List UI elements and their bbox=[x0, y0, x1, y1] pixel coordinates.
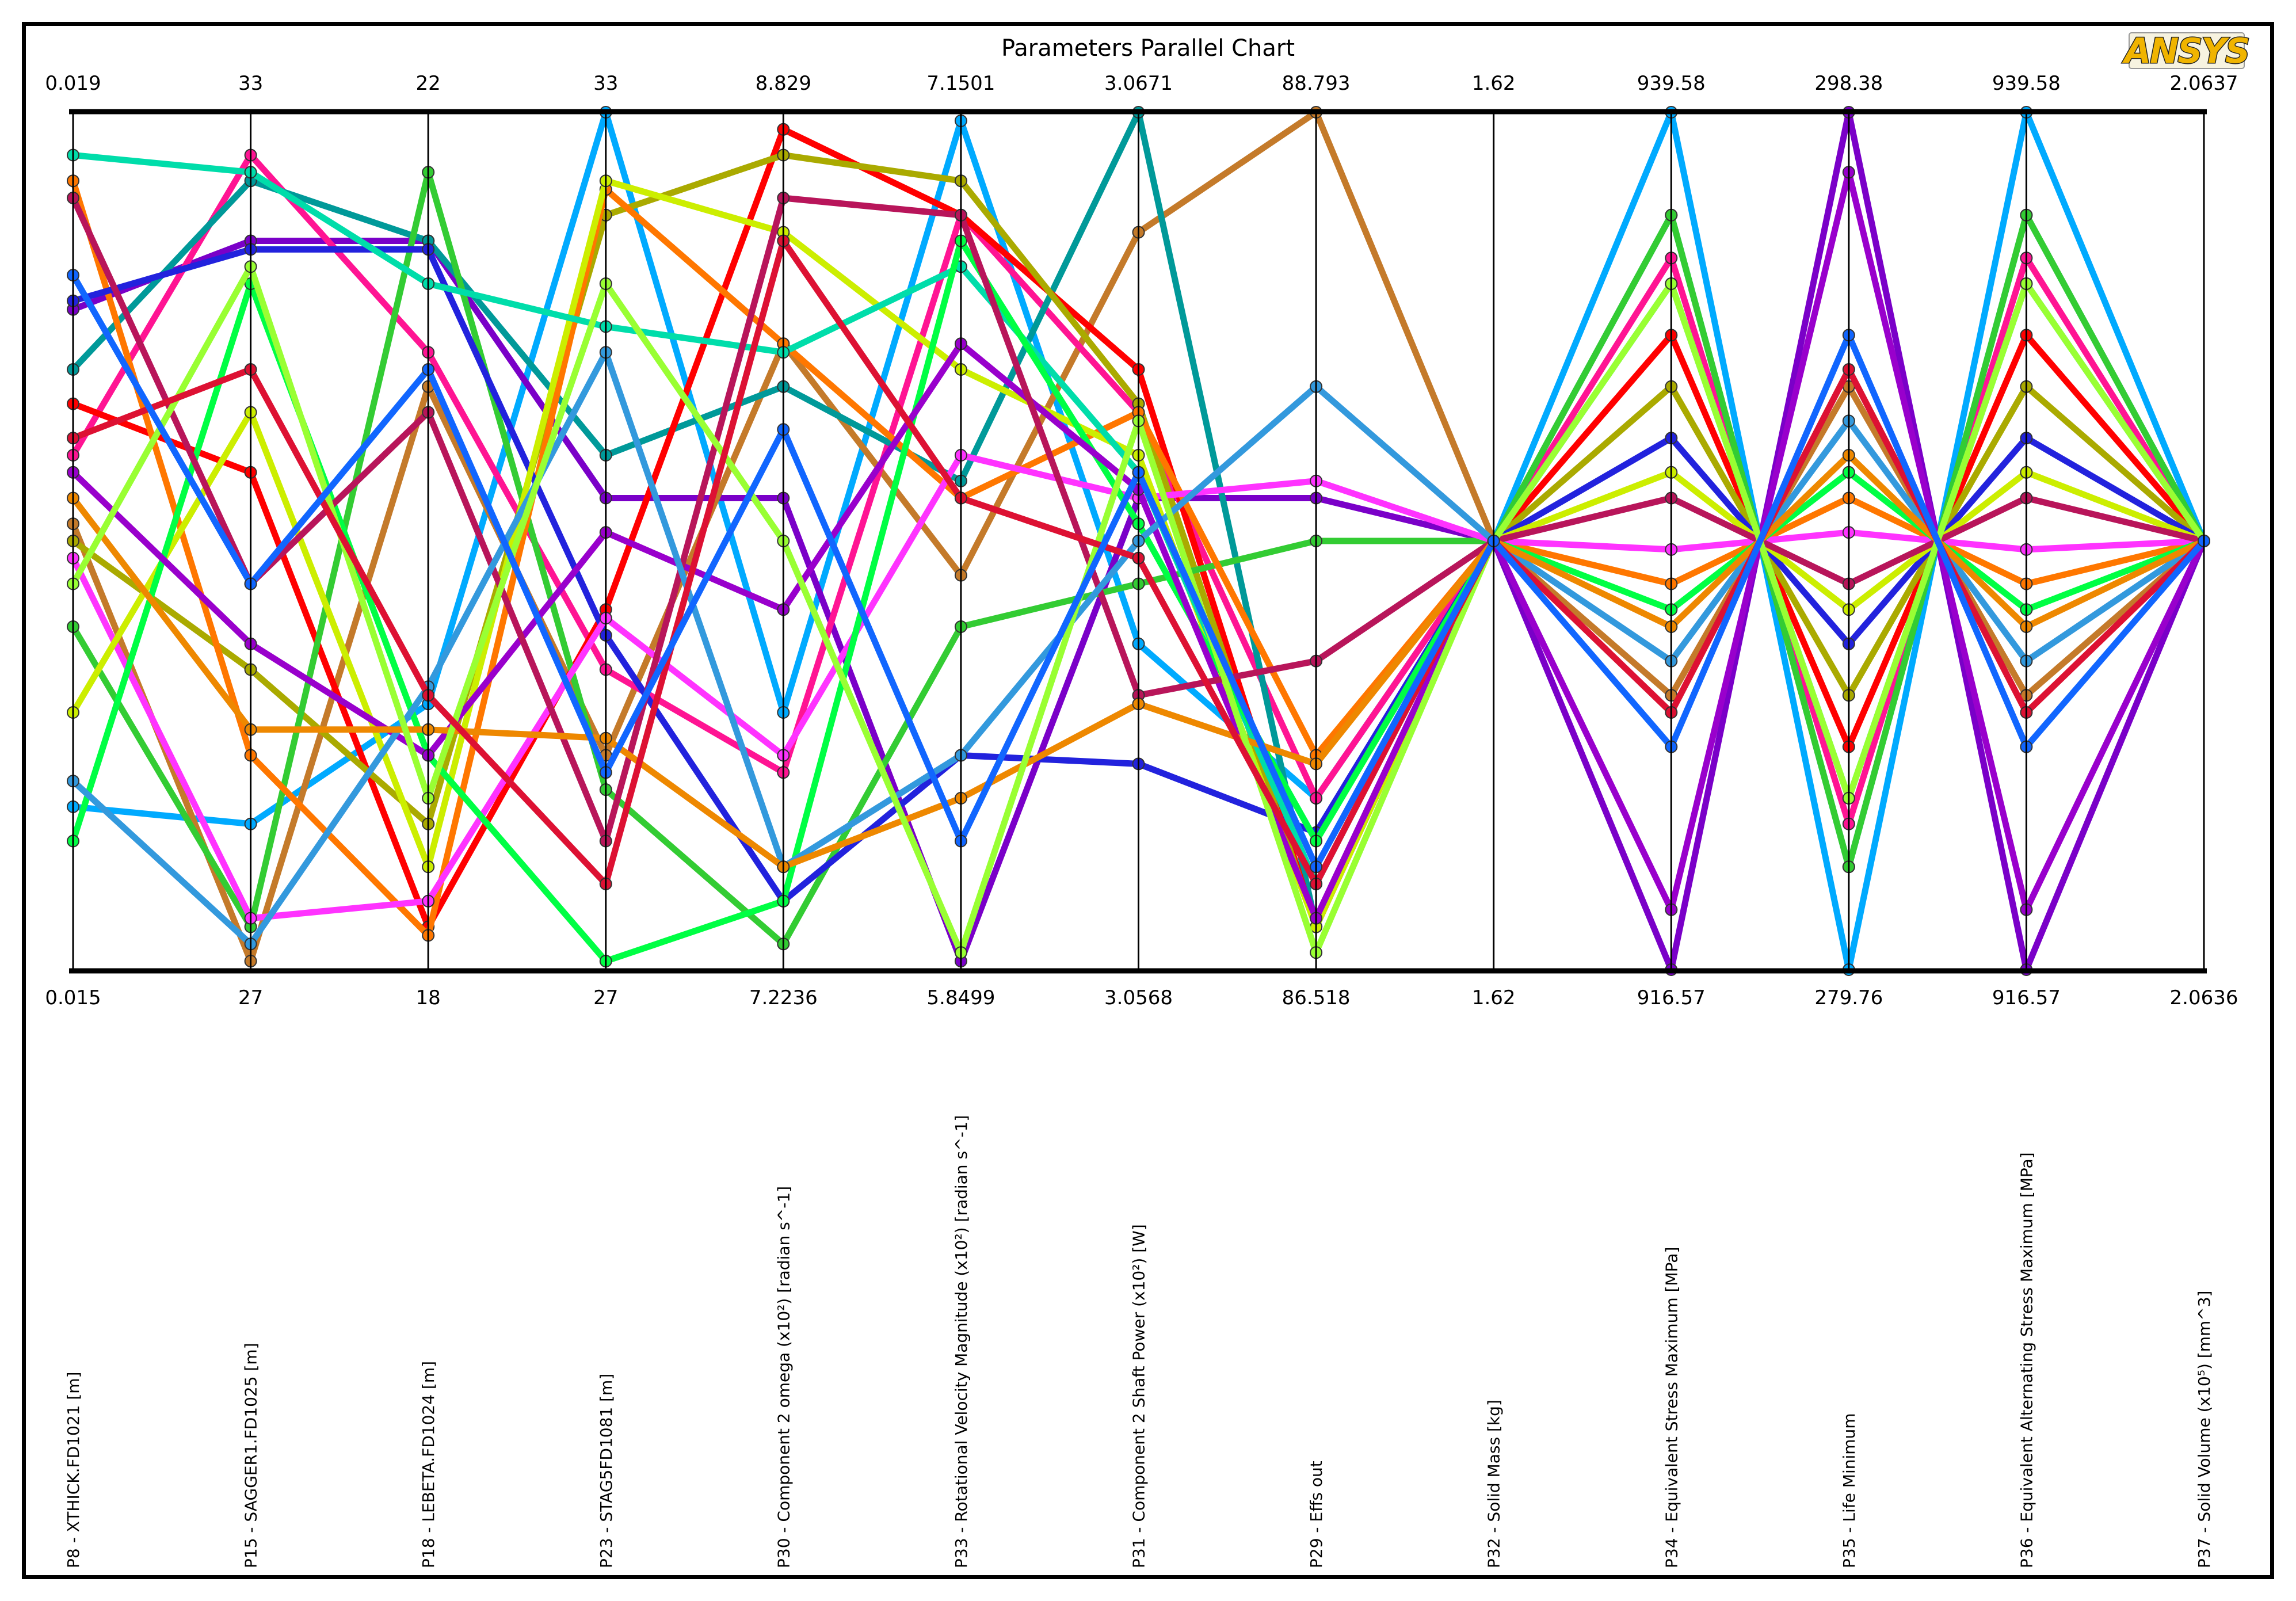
axis-title: P15 - SAGGER1.FD1025 [m] bbox=[242, 1343, 261, 1568]
axis-title: P18 - LEBETA.FD1024 [m] bbox=[419, 1361, 438, 1568]
axis-min-label: 2.0636 bbox=[2170, 986, 2238, 1009]
axis-max-label: 8.829 bbox=[756, 72, 811, 95]
axis-max-label: 2.0637 bbox=[2170, 72, 2238, 95]
axis-max-label: 33 bbox=[238, 72, 263, 95]
axis-min-label: 86.518 bbox=[1282, 986, 1351, 1009]
axis-max-label: 88.793 bbox=[1282, 72, 1351, 95]
axis-min-label: 1.62 bbox=[1472, 986, 1516, 1009]
axis-min-label: 18 bbox=[416, 986, 441, 1009]
chart-title: Parameters Parallel Chart bbox=[1001, 35, 1295, 62]
axis-min-label: 916.57 bbox=[1637, 986, 1706, 1009]
axis-title: P32 - Solid Mass [kg] bbox=[1485, 1400, 1504, 1568]
axis-title: P23 - STAG5FD1081 [m] bbox=[597, 1374, 616, 1568]
axis-title: P8 - XTHICK.FD1021 [m] bbox=[64, 1372, 83, 1568]
axis-min-label: 279.76 bbox=[1814, 986, 1883, 1009]
axis-min-label: 27 bbox=[593, 986, 618, 1009]
axis-title: P29 - Effs out bbox=[1307, 1461, 1326, 1568]
chart-frame: Parameters Parallel Chart ANSYS 0.019 0.0… bbox=[22, 22, 2274, 1579]
axis-min-label: 7.2236 bbox=[749, 986, 818, 1009]
brand-logo-text: ANSYS bbox=[2122, 31, 2249, 71]
ansys-logo: ANSYS bbox=[2121, 31, 2251, 73]
parallel-chart: Parameters Parallel Chart ANSYS 0.0190.0… bbox=[45, 31, 2251, 1569]
axis-max-label: 298.38 bbox=[1814, 72, 1883, 95]
axis-layer: 0.019 0.015 P8 - XTHICK.FD1021 [m] 33 27 P15 … bbox=[45, 72, 2238, 1568]
axis-max-label: 939.58 bbox=[1637, 72, 1706, 95]
axis-max-label: 33 bbox=[593, 72, 618, 95]
axis-min-label: 27 bbox=[238, 986, 263, 1009]
axis-title: P31 - Component 2 Shaft Power (x10²) [W] bbox=[1130, 1224, 1149, 1568]
axis-max-label: 3.0671 bbox=[1104, 72, 1173, 95]
axis-title: P33 - Rotational Velocity Magnitude (x10… bbox=[952, 1115, 971, 1568]
axis-max-label: 0.019 bbox=[45, 72, 101, 95]
axis-min-label: 916.57 bbox=[1992, 986, 2061, 1009]
axis-min-label: 5.8499 bbox=[926, 986, 995, 1009]
axis-title: P35 - Life Minimum bbox=[1840, 1413, 1859, 1568]
axis-max-label: 7.1501 bbox=[926, 72, 995, 95]
axis-title: P30 - Component 2 omega (x10²) [radian s… bbox=[774, 1186, 793, 1568]
axis-min-label: 0.015 bbox=[45, 986, 101, 1009]
axis-min-label: 3.0568 bbox=[1104, 986, 1173, 1009]
axis-title: P37 - Solid Volume (x10⁵) [mm^3] bbox=[2195, 1291, 2214, 1568]
axis-max-label: 22 bbox=[416, 72, 441, 95]
axis-max-label: 939.58 bbox=[1992, 72, 2061, 95]
axis-title: P36 - Equivalent Alternating Stress Maxi… bbox=[2017, 1152, 2036, 1568]
axis-title: P34 - Equivalent Stress Maximum [MPa] bbox=[1662, 1247, 1681, 1568]
axis-max-label: 1.62 bbox=[1472, 72, 1516, 95]
